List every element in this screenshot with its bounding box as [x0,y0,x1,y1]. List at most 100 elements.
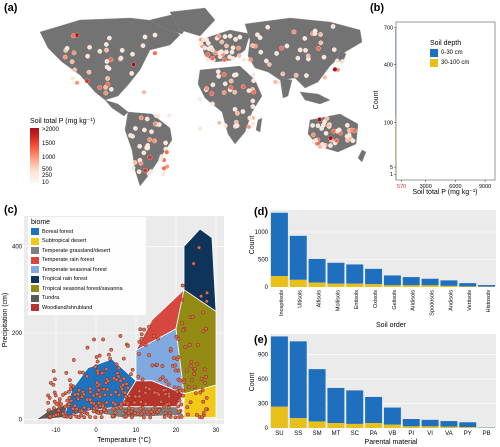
biome-point [201,329,206,334]
map-point [250,104,256,109]
hist-legend-item-0: 0-30 cm [430,49,498,57]
map-point [205,52,211,57]
bars-d-ylabel: Count [249,236,256,255]
biome-point [102,407,107,412]
biome-point [184,368,189,373]
bar-deep [383,407,401,425]
biome-ylabel: Precipitation (cm) [2,293,9,347]
bar-plot-area [270,210,496,287]
biome-point [160,364,165,368]
biome-point [204,299,209,304]
biome-point [114,377,119,382]
map-point [146,171,152,177]
biome-point [138,406,143,411]
bar-deep [365,396,383,424]
map-point [104,59,110,64]
biome-point [91,409,96,414]
biome-point [143,343,148,347]
map-point [141,89,147,95]
panel-c-label: (c) [4,204,18,216]
map-point [326,123,332,128]
map-point [130,165,136,171]
map-point [258,49,264,55]
map-point [344,122,350,128]
map-point [138,115,144,121]
bar-xtick: MT [332,431,341,437]
biome-point [56,408,61,413]
panel-e: (e) Count Parental material 0 300 600 900 SU… [228,330,500,447]
map-point [235,110,240,116]
biome-point [156,392,161,397]
biome-point [88,397,93,402]
biome-point [53,393,58,398]
bar-xtick: Vertisols [467,290,473,311]
bar-xtick: PY [464,431,472,437]
map-point [227,33,233,39]
biome-xlabel: Temperature (°C) [97,436,151,444]
biome-point [204,395,209,400]
biome-point [146,324,151,329]
biome-point [118,334,123,338]
biome-point [192,372,197,376]
biome-point [172,385,177,390]
map-point [132,160,138,165]
biome-point [76,396,81,401]
map-point [350,138,356,144]
biome-point [98,394,102,399]
bar-xtick: Mollisols [335,290,341,311]
map-point [241,57,247,62]
biome-point [137,352,141,356]
map-point [210,101,215,107]
biome-point [69,398,74,403]
bar-xtick: SU [275,431,283,437]
biome-point [85,345,90,350]
biome-point [102,387,106,392]
biome-ytick: 400 [12,244,23,250]
bar-deep [421,278,439,286]
biome-point [89,400,94,405]
biome-legend-label: Subtropical desert [42,238,87,245]
map-point [222,34,228,39]
map-point [118,55,124,61]
map-legend-tick: 250 [42,173,53,179]
biome-legend-item: Tropical rain forest [31,275,143,285]
map-sample-points [62,24,357,177]
map-point [129,71,135,76]
biome-point [71,358,76,362]
biome-point [152,390,157,395]
map-point [318,40,324,46]
bar-sub [365,284,383,287]
bar-deep [402,419,420,427]
biome-point [48,414,53,419]
biome-point [176,404,181,409]
biome-point [150,363,155,368]
biome-point [183,344,188,349]
map-point [246,124,252,130]
biome-xtick: -10 [52,428,61,434]
map-point [103,90,109,96]
map-point [197,96,203,102]
map-point [321,54,327,60]
biome-point [181,393,185,398]
bar-deep [289,235,307,280]
bar-xtick: VA [445,431,453,437]
bar-xtick: Inceptisols [279,290,285,316]
biome-legend-item: Boreal forest [31,227,143,237]
bars-e-ylabel: Count [249,373,256,392]
biome-point [129,372,133,377]
biome-point [88,389,93,394]
map-point [72,67,78,73]
biome-point [143,401,148,406]
biome-point [176,385,181,390]
biome-point [114,362,119,367]
bar-xtick: SS [294,431,302,437]
bar-deep [270,336,288,407]
map-point [140,43,146,49]
biome-point [185,405,190,410]
map-point [257,35,263,41]
biome-point [163,378,168,383]
biome-point [191,261,196,266]
map-point [137,143,143,149]
biome-point [93,365,98,369]
map-point [222,57,227,63]
